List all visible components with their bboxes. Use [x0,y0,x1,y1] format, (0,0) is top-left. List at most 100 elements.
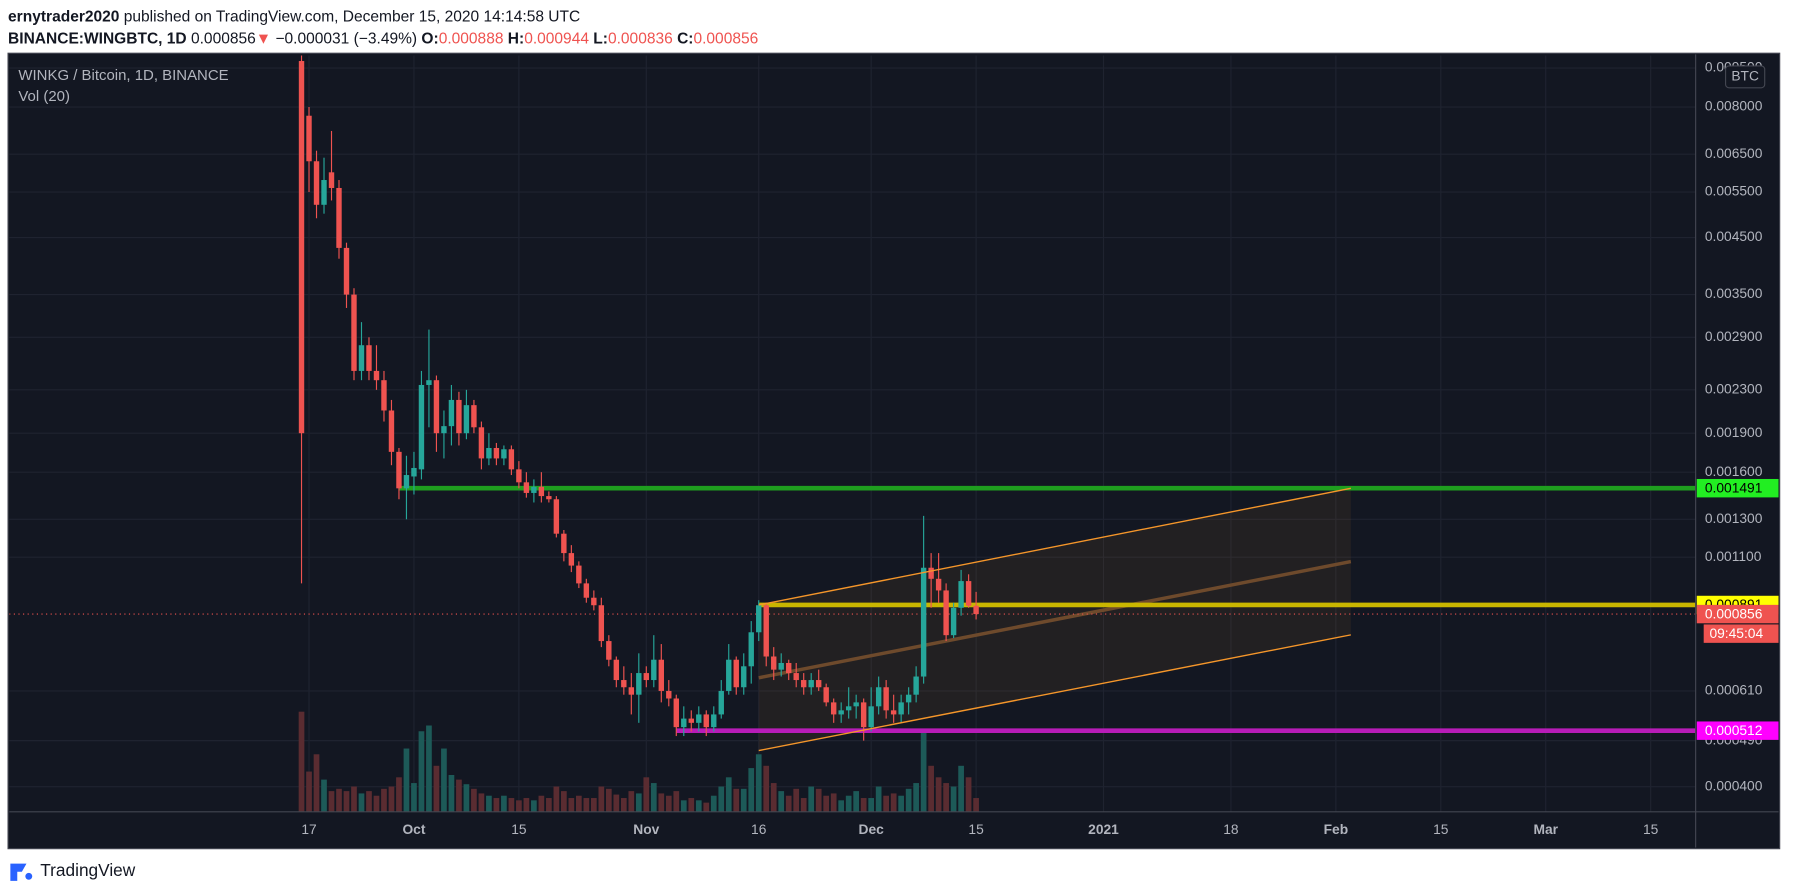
x-tick-label: Feb [1324,821,1349,837]
y-tick-label: 0.002900 [1705,328,1763,344]
volume-bar [733,788,740,812]
candle-body [448,399,455,427]
candle-body [388,410,395,452]
candle-body [516,469,522,483]
candle-body [838,710,844,715]
level-tag-label: 0.000512 [1705,722,1763,738]
volume-bar [748,768,755,812]
x-tick-label: Dec [859,821,885,837]
open-label: O: [421,31,438,48]
volume-bar [875,786,882,812]
candle-body [306,115,312,162]
grid [9,55,1696,812]
candle-body [666,690,672,699]
candle-body [815,680,822,688]
volume-bar [665,795,672,812]
low-label: L: [593,31,608,48]
header-line-2: BINANCE:WINGBTC, 1D 0.000856▼ −0.000031 … [8,31,758,48]
volume-bar [950,786,957,812]
volume-bar [853,791,860,812]
volume-bar [920,731,927,812]
volume-bar [868,798,875,812]
candle-body [658,659,664,691]
volume-bar [628,791,635,812]
volume-bar [815,788,822,812]
candle-body [875,687,882,707]
candle-body [358,345,365,371]
candle-body [718,690,724,715]
candle-body [958,581,964,608]
candle-body [343,247,350,295]
candle-body [493,447,500,459]
volume-bar [538,795,545,812]
candle-body [328,172,335,188]
low-value: 0.000836 [608,31,673,48]
candle-body [381,380,387,411]
x-tick-label: 15 [968,821,984,837]
candle-body [366,345,372,371]
candle-body [898,702,904,715]
volume-bar [823,795,830,812]
channel-upper [758,487,1351,606]
candle-body [905,694,912,703]
axes: 0.0095000.0080000.0065000.0055000.004500… [301,59,1779,837]
volume-bar [965,777,972,812]
volume-bar [725,777,732,812]
volume-bar [411,783,417,812]
x-tick-label: 15 [1643,821,1659,837]
candle-body [786,662,792,674]
volume-bar [298,711,305,812]
volume-bar [935,777,942,812]
volume-bar [583,798,590,812]
candle-body [403,475,410,489]
volume-bar [703,802,710,812]
candle-body [643,673,650,681]
y-tick-label: 0.000610 [1705,682,1763,698]
volume-bar [830,793,837,812]
candle-body [636,673,642,695]
x-tick-label: 16 [751,821,767,837]
y-tick-label: 0.001900 [1705,424,1763,440]
x-tick-label: Mar [1533,821,1558,837]
volume-bar [778,791,785,812]
y-tick-label: 0.001600 [1705,463,1763,479]
volume-bar [650,783,657,812]
volume-bar [501,795,507,812]
volume-bar [336,788,342,812]
candle-body [351,294,357,371]
volume-bar [388,786,395,812]
candle-body [913,676,919,695]
channel-lower [758,634,1351,752]
candle-body [426,380,432,385]
volume-bar [598,786,605,812]
symbol: BINANCE:WINGBTC, 1D [8,31,187,48]
volume-bar [381,788,387,812]
candle-body [890,710,897,715]
volume-bar [478,793,485,812]
candle-body [920,567,927,677]
candle-body [935,578,942,591]
y-tick-label: 0.008000 [1705,98,1763,114]
volume-bar [958,765,964,812]
last-price-text: 0.000856 [191,31,256,48]
volume-bar [620,798,627,812]
volume-bar [800,798,807,812]
volume-bar [508,798,515,812]
candle-body [793,673,799,681]
y-tick-label: 0.000400 [1705,777,1763,793]
volume-bar [755,754,762,812]
candle-body [456,399,462,434]
volume-label: Vol (20) [18,88,70,105]
candle-body [508,449,515,470]
last-price-tag [1696,604,1779,624]
candle-body [606,641,612,660]
candle-body [681,718,687,728]
y-tick-label: 0.004500 [1705,228,1763,244]
volume-bar [673,791,680,812]
candle-body [478,427,485,459]
candle-body [688,718,694,723]
volume-bar [845,795,852,812]
candle-body [501,449,507,459]
candle-body [756,605,762,633]
